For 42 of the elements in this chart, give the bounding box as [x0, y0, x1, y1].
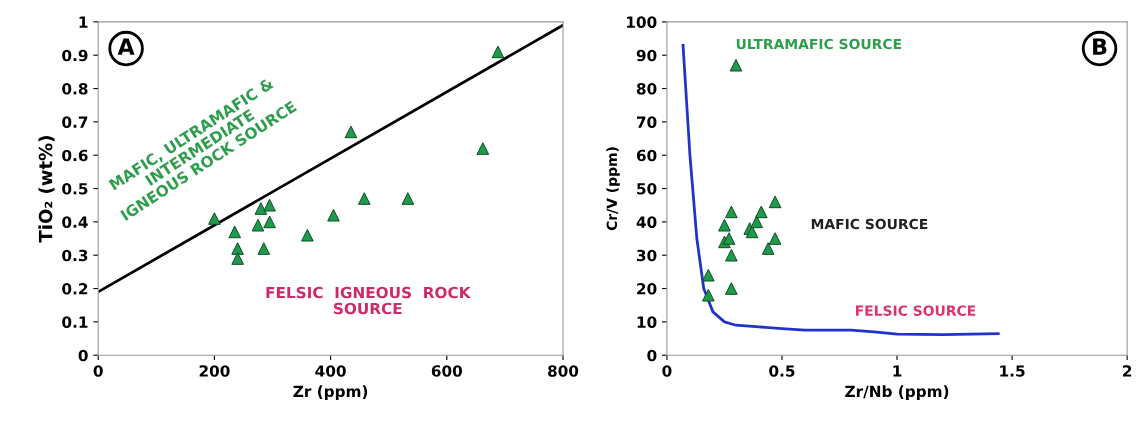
- y-axis-title: TiO₂ (wt%): [38, 136, 55, 243]
- x-tick-label: 1.5: [1000, 365, 1025, 377]
- y-tick-label: 0.4: [62, 216, 88, 228]
- y-tick-label: 0.9: [62, 49, 88, 62]
- y-tick-label: 0.3: [62, 249, 88, 262]
- annotation: A: [117, 38, 135, 55]
- y-tick-label: 40: [636, 216, 657, 228]
- annotation: MAFIC SOURCE: [811, 218, 928, 230]
- y-tick-label: 10: [637, 316, 657, 328]
- y-tick-label: 20: [637, 283, 657, 295]
- annotation: FELSIC SOURCE: [855, 305, 976, 316]
- y-tick-label: 0.2: [62, 283, 88, 295]
- x-axis-title: Zr/Nb (ppm): [845, 385, 949, 401]
- x-tick-label: 0: [662, 365, 672, 377]
- y-tick-label: 30: [636, 249, 657, 262]
- y-tick-label: 0.1: [62, 316, 88, 328]
- x-tick-label: 400: [315, 365, 346, 377]
- annotation: ULTRAMAFIC SOURCE: [736, 38, 902, 50]
- x-tick-label: 0: [93, 365, 103, 377]
- y-tick-label: 60: [636, 149, 657, 162]
- y-tick-label: 0: [78, 349, 88, 362]
- y-tick-label: 80: [636, 83, 657, 95]
- y-axis-title: Cr/V (ppm): [606, 147, 620, 231]
- x-tick-label: 800: [547, 365, 579, 377]
- annotation: B: [1093, 38, 1107, 55]
- y-tick-label: 90: [636, 49, 657, 62]
- y-tick-label: 0.7: [62, 116, 88, 128]
- y-tick-label: 0.8: [62, 83, 88, 95]
- x-tick-label: 0.5: [769, 365, 795, 377]
- annotation: FELSIC IGNEOUS ROCK SOURCE: [266, 286, 471, 315]
- x-tick-label: 1: [893, 365, 902, 377]
- x-axis-title: Zr (ppm): [293, 385, 368, 401]
- y-tick-label: 0.5: [62, 183, 88, 195]
- y-tick-label: 0.6: [62, 149, 88, 162]
- y-tick-label: 0: [647, 349, 657, 362]
- y-tick-label: 1: [79, 16, 88, 28]
- x-tick-label: 600: [431, 365, 463, 377]
- x-tick-label: 2: [1123, 365, 1132, 377]
- y-tick-label: 70: [636, 116, 657, 128]
- x-tick-label: 200: [199, 365, 230, 377]
- y-tick-label: 100: [627, 16, 657, 28]
- y-tick-label: 50: [637, 183, 657, 195]
